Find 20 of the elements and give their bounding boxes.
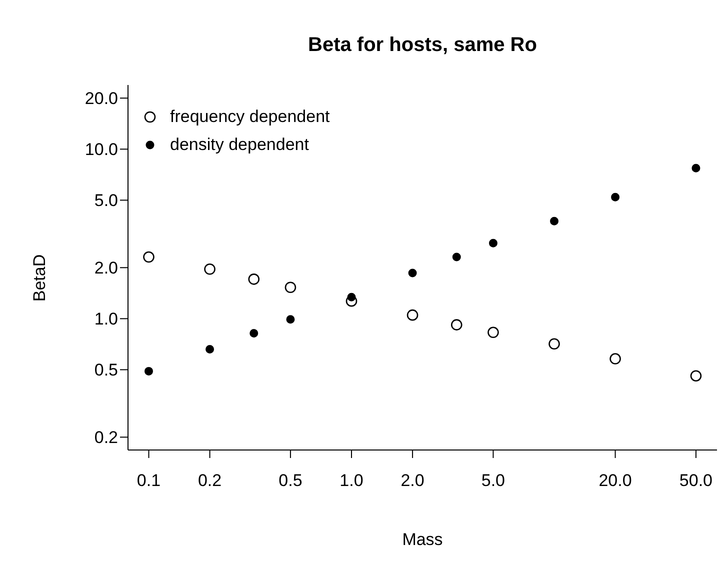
x-axis-title: Mass: [401, 530, 444, 550]
y-tick-label: 0.5: [94, 360, 118, 380]
y-axis-title: BetaD: [30, 253, 50, 304]
legend-label: frequency dependent: [170, 107, 330, 127]
x-tick-label: 2.0: [400, 471, 424, 490]
chart-title: Beta for hosts, same Ro: [307, 34, 538, 57]
x-tick-label: 20.0: [598, 471, 632, 490]
y-tick-label: 2.0: [94, 258, 118, 278]
y-tick-label: 20.0: [84, 89, 118, 108]
x-tick-label: 1.0: [340, 471, 364, 490]
y-tick-label: 1.0: [94, 310, 118, 329]
x-tick-label: 5.0: [481, 471, 506, 490]
x-tick-label: 50.0: [679, 471, 712, 490]
y-tick-label: 0.2: [94, 428, 118, 448]
x-tick-label: 0.2: [198, 471, 222, 490]
x-tick-label: 0.5: [278, 471, 302, 490]
y-tick-label: 5.0: [94, 191, 118, 210]
y-tick-label: 10.0: [84, 140, 118, 160]
x-tick-label: 0.1: [136, 471, 161, 490]
legend-label: density dependent: [170, 135, 309, 155]
